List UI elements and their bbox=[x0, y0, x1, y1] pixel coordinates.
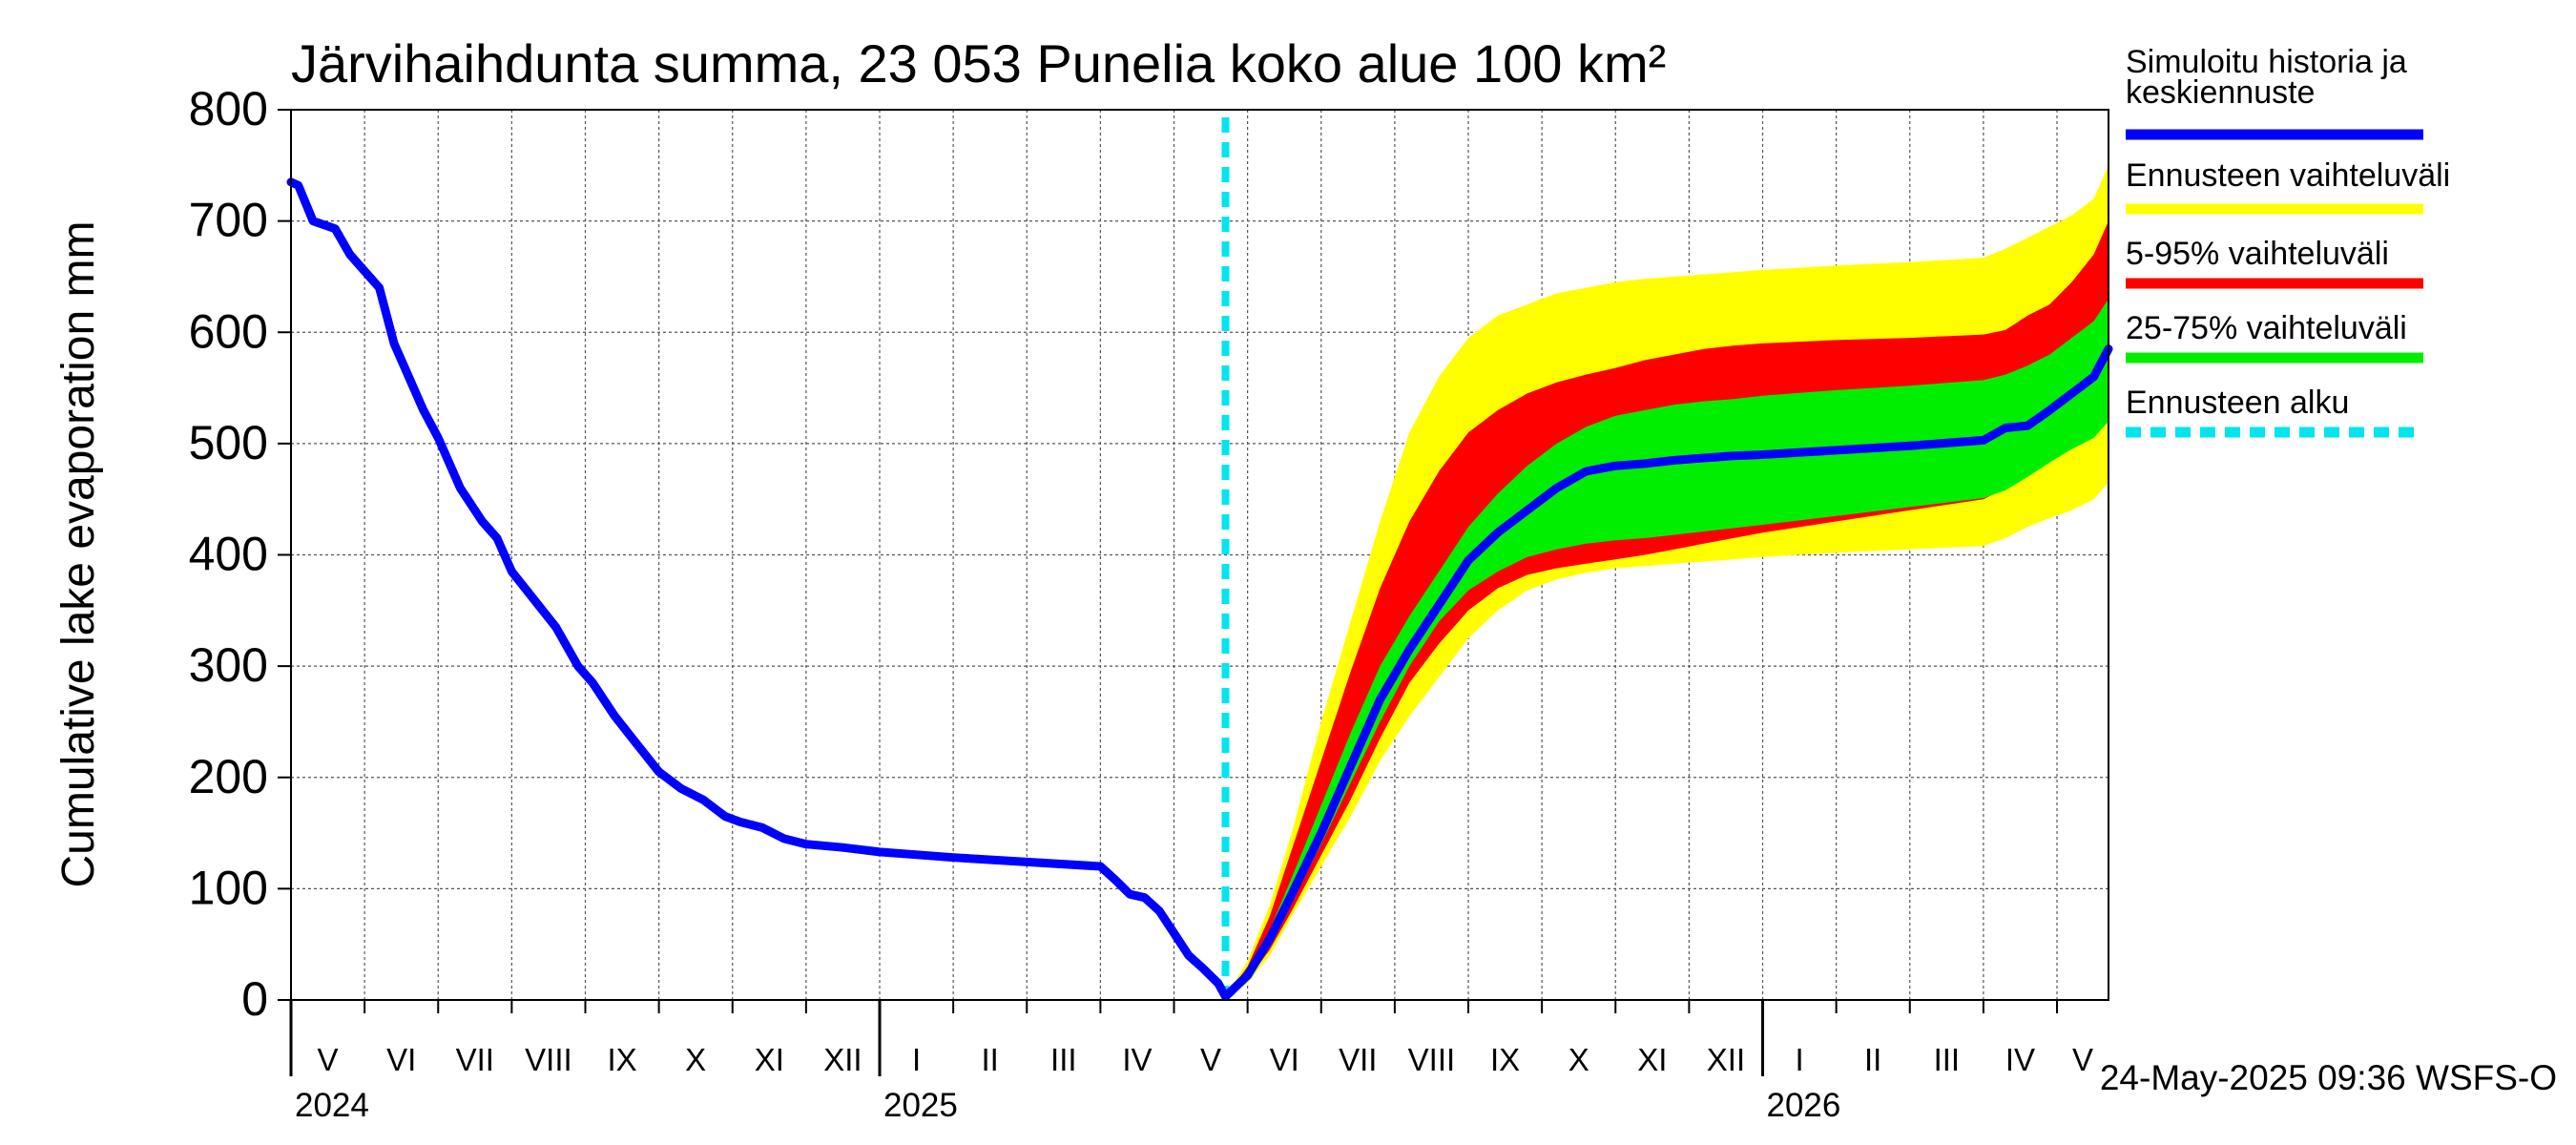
y-tick-label: 0 bbox=[241, 972, 268, 1026]
year-label: 2025 bbox=[883, 1087, 958, 1124]
y-tick-label: 100 bbox=[189, 861, 268, 914]
month-label: IX bbox=[607, 1042, 636, 1077]
month-label: III bbox=[1934, 1042, 1961, 1077]
legend-label: Simuloitu historia ja bbox=[2126, 44, 2407, 80]
legend-label: Ennusteen vaihteluväli bbox=[2126, 157, 2450, 194]
timestamp-label: 24-May-2025 09:36 WSFS-O bbox=[2100, 1058, 2557, 1097]
month-label: IX bbox=[1490, 1042, 1520, 1077]
legend-label: Ennusteen alku bbox=[2126, 385, 2349, 421]
forecast-bands bbox=[1225, 165, 2109, 997]
month-label: IV bbox=[2005, 1042, 2035, 1077]
month-label: VIII bbox=[525, 1042, 572, 1077]
month-label: I bbox=[912, 1042, 921, 1077]
month-label: VI bbox=[1270, 1042, 1299, 1077]
month-label: VIII bbox=[1408, 1042, 1456, 1077]
band-3 bbox=[1225, 299, 2109, 997]
band-1 bbox=[1225, 165, 2109, 997]
month-label: V bbox=[1200, 1042, 1221, 1077]
month-label: XII bbox=[823, 1042, 862, 1077]
month-label: X bbox=[685, 1042, 706, 1077]
month-label: X bbox=[1568, 1042, 1589, 1077]
month-label: V bbox=[318, 1042, 339, 1077]
y-axis-label: Cumulative lake evaporation mm bbox=[53, 221, 104, 888]
month-label: VII bbox=[1339, 1042, 1377, 1077]
y-tick-label: 300 bbox=[189, 638, 268, 692]
month-label: VI bbox=[386, 1042, 416, 1077]
legend-label: 5-95% vaihteluväli bbox=[2126, 236, 2389, 272]
series-line-1 bbox=[286, 177, 2113, 1001]
month-label: II bbox=[1864, 1042, 1881, 1077]
month-label: XI bbox=[755, 1042, 784, 1077]
legend-label: keskiennuste bbox=[2126, 74, 2315, 111]
month-label: II bbox=[982, 1042, 999, 1077]
month-label: XI bbox=[1637, 1042, 1667, 1077]
y-tick-label: 200 bbox=[189, 750, 268, 803]
month-label: III bbox=[1050, 1042, 1077, 1077]
year-label: 2026 bbox=[1767, 1087, 1841, 1124]
y-tick-label: 500 bbox=[189, 416, 268, 469]
month-label: IV bbox=[1122, 1042, 1152, 1077]
y-tick-label: 600 bbox=[189, 304, 268, 358]
y-tick-label: 700 bbox=[189, 194, 268, 247]
month-label: V bbox=[2072, 1042, 2093, 1077]
series-lines bbox=[286, 117, 2113, 1001]
y-tick-label: 800 bbox=[189, 82, 268, 135]
legend-label: 25-75% vaihteluväli bbox=[2126, 310, 2407, 346]
month-label: I bbox=[1795, 1042, 1803, 1077]
grid bbox=[291, 110, 2109, 1000]
month-label: XII bbox=[1707, 1042, 1745, 1077]
chart-title: Järvihaihdunta summa, 23 053 Punelia kok… bbox=[291, 33, 1666, 94]
year-label: 2024 bbox=[295, 1087, 369, 1124]
month-label: VII bbox=[456, 1042, 494, 1077]
y-tick-label: 400 bbox=[189, 528, 268, 581]
